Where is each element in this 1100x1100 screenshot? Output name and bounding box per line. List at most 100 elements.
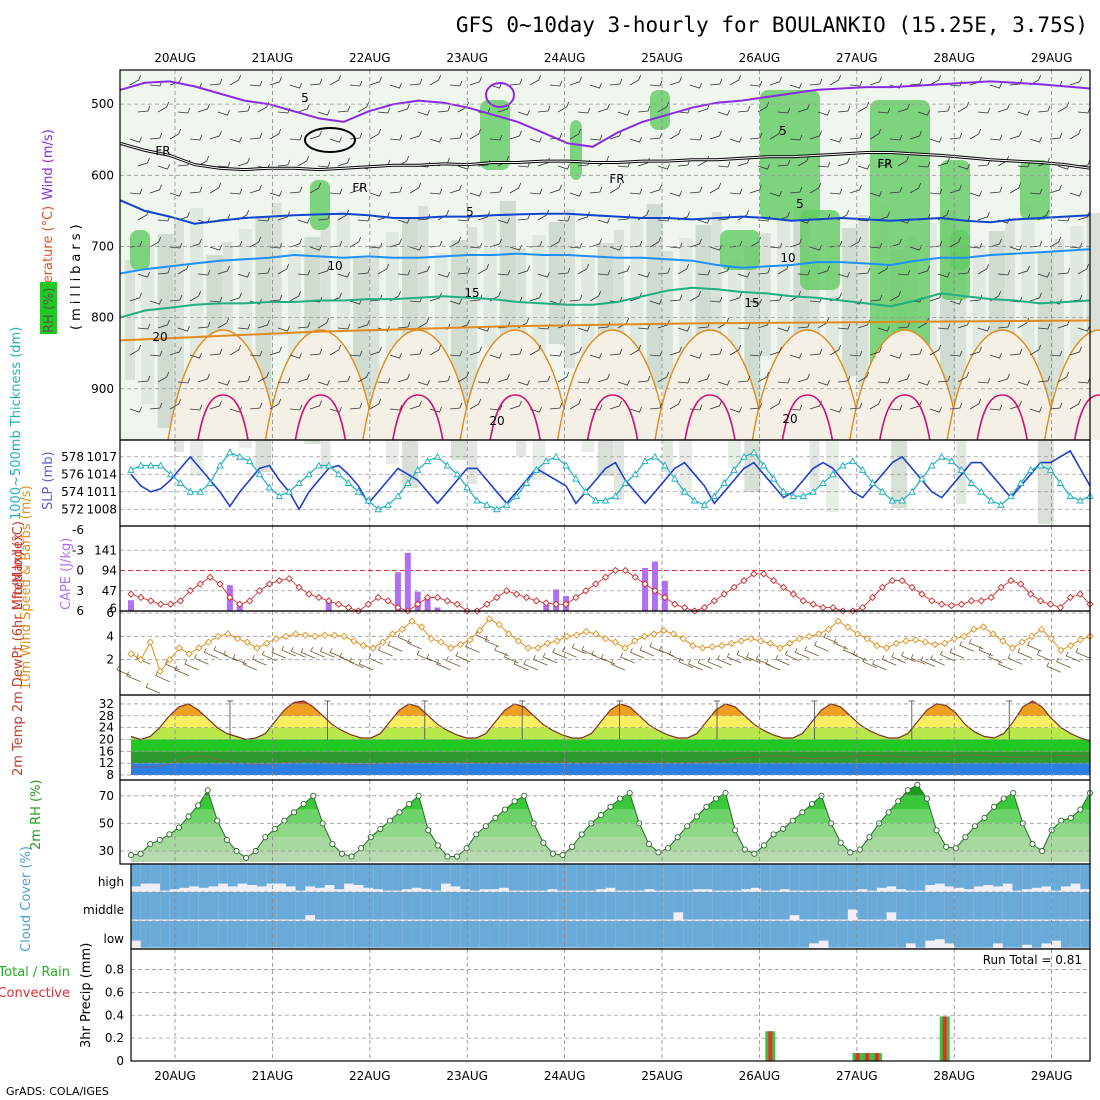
cloud-cell bbox=[256, 892, 268, 920]
wind-barb bbox=[937, 157, 950, 167]
data-point bbox=[562, 600, 570, 608]
rh-humid-column bbox=[777, 220, 790, 380]
cloud-cell bbox=[402, 892, 413, 920]
wind-barb bbox=[289, 186, 303, 194]
cloud-cell bbox=[208, 921, 219, 948]
cloud-cell bbox=[537, 864, 549, 891]
cloud-cell bbox=[363, 921, 374, 948]
wind-barb bbox=[649, 236, 662, 248]
bottom-day-label: 27AUG bbox=[836, 1069, 878, 1083]
wind-barb bbox=[157, 215, 171, 222]
wind-barb bbox=[457, 371, 470, 383]
wind-barb bbox=[477, 325, 490, 332]
wind-barb bbox=[357, 371, 370, 383]
rh-humid-column bbox=[1005, 218, 1016, 416]
label-slp: SLP (mb) bbox=[41, 451, 56, 510]
wind-barb bbox=[289, 290, 302, 302]
label-millibars: (millibars) bbox=[69, 220, 84, 330]
wind-barb bbox=[789, 352, 802, 359]
wind-barb bbox=[857, 163, 870, 170]
data-point bbox=[722, 789, 729, 797]
cape-bar bbox=[128, 600, 134, 611]
cloud-cell bbox=[189, 864, 200, 887]
cloud-cell bbox=[770, 892, 781, 920]
data-point bbox=[645, 841, 652, 848]
rh-humid-column bbox=[711, 212, 722, 384]
wind10m-barb bbox=[600, 654, 616, 665]
data-point bbox=[737, 637, 745, 645]
data-point bbox=[1057, 646, 1065, 654]
data-point bbox=[938, 600, 946, 608]
data-point bbox=[671, 600, 679, 608]
wind-barb bbox=[817, 265, 830, 275]
y-tick-label: 141 bbox=[94, 543, 117, 557]
wind-barb bbox=[217, 265, 230, 275]
wind-barb bbox=[189, 186, 203, 194]
wind-barb bbox=[269, 190, 282, 197]
rh-saturated-area bbox=[310, 180, 330, 230]
wind-barb bbox=[569, 346, 582, 356]
cloud-cell bbox=[508, 892, 519, 920]
wind-barb bbox=[429, 344, 442, 356]
cloud-cell bbox=[702, 921, 713, 948]
cloud-cell bbox=[1031, 921, 1043, 948]
wind-barb bbox=[1017, 161, 1031, 168]
data-point bbox=[206, 479, 214, 486]
wind-barb bbox=[989, 404, 1003, 411]
wind-barb bbox=[597, 373, 610, 383]
wind-barb bbox=[849, 236, 862, 248]
wind-barb bbox=[669, 346, 682, 356]
rh-humid-column bbox=[369, 245, 380, 440]
data-point bbox=[224, 630, 232, 638]
wind-barb bbox=[729, 188, 743, 195]
data-point bbox=[582, 628, 590, 636]
top-day-label: 28AUG bbox=[933, 51, 975, 65]
wind-barb bbox=[449, 80, 463, 87]
data-point bbox=[769, 576, 778, 585]
y-tick-label: 700 bbox=[91, 239, 114, 253]
wind-barb bbox=[997, 103, 1010, 113]
cloud-cell bbox=[1080, 921, 1091, 948]
cloud-cell bbox=[1080, 892, 1091, 920]
data-point bbox=[463, 483, 471, 491]
rh-humid-column bbox=[467, 227, 478, 484]
cloud-cell bbox=[411, 892, 423, 920]
data-point bbox=[601, 496, 610, 504]
wind-barb bbox=[449, 298, 462, 305]
cloud-cell bbox=[886, 892, 897, 913]
cloud-cell bbox=[547, 864, 558, 890]
wind-barb bbox=[277, 263, 290, 275]
data-point bbox=[425, 827, 432, 834]
isotherm-20-arch bbox=[849, 329, 961, 441]
data-point bbox=[918, 590, 926, 598]
wind-barb bbox=[777, 377, 791, 384]
wind-barb bbox=[349, 350, 363, 357]
wind10m-barb bbox=[813, 641, 829, 652]
wind-barb bbox=[677, 263, 690, 275]
wind-barb bbox=[1029, 292, 1042, 302]
cloud-cell bbox=[663, 921, 674, 948]
wind-barb bbox=[717, 213, 731, 221]
data-point bbox=[967, 597, 975, 605]
cloud-cell bbox=[896, 921, 907, 948]
cloud-cell bbox=[140, 921, 151, 948]
rh-humid-column bbox=[646, 204, 663, 388]
wind-barb bbox=[329, 136, 342, 143]
wind-barb bbox=[909, 348, 923, 356]
wind-barb bbox=[209, 348, 223, 356]
cloud-cell bbox=[644, 864, 655, 890]
data-point bbox=[364, 496, 373, 504]
isotherm-label: 10 bbox=[780, 251, 795, 265]
wind10m-barb bbox=[736, 650, 752, 662]
data-point bbox=[730, 465, 738, 473]
rh-saturated-area bbox=[950, 230, 970, 270]
wind-barb bbox=[417, 109, 430, 116]
cloud-cell bbox=[305, 921, 316, 948]
data-point bbox=[301, 631, 310, 639]
wind-barb bbox=[369, 190, 382, 197]
cloud-cell bbox=[644, 892, 655, 920]
wind-barb bbox=[337, 375, 351, 383]
cloud-cell bbox=[760, 892, 771, 920]
wind10m-barb bbox=[997, 659, 1013, 671]
wind-barb bbox=[249, 350, 263, 357]
